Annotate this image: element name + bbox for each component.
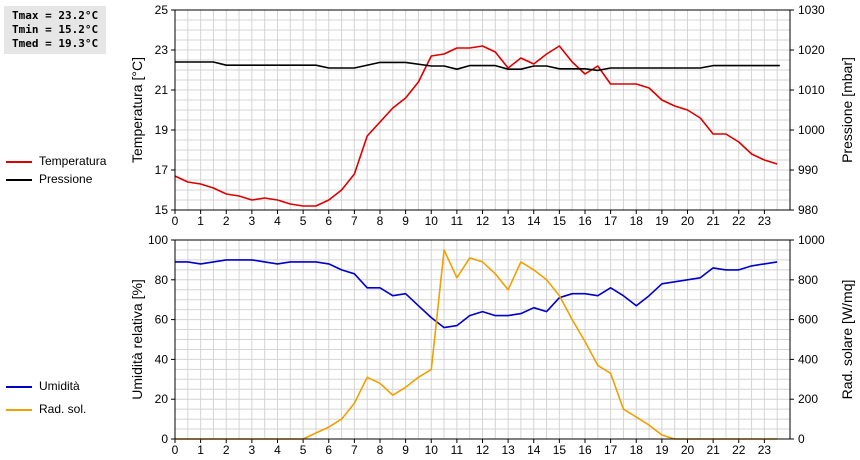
legend-label-umidita: Umidità xyxy=(39,379,80,393)
series-line-0-0 xyxy=(174,45,778,207)
y-tick-label: 21 xyxy=(155,83,169,97)
x-tick-label: 19 xyxy=(655,443,669,457)
x-tick-label: 4 xyxy=(274,443,281,457)
tmin-label: Tmin = 15.2°C xyxy=(12,23,99,36)
y-tick-label: 60 xyxy=(155,313,169,327)
x-tick-label: 15 xyxy=(553,214,567,228)
plot-frame xyxy=(174,239,791,440)
y2-tick-label: 990 xyxy=(798,163,818,177)
x-tick-label: 10 xyxy=(425,443,439,457)
x-tick-label: 23 xyxy=(758,214,772,228)
y-axis-title: Temperatura [°C] xyxy=(129,57,145,163)
y2-tick-label: 1000 xyxy=(798,233,825,247)
x-tick-label: 12 xyxy=(476,443,490,457)
y-tick-label: 15 xyxy=(155,203,169,217)
tmax-label: Tmax = 23.2°C xyxy=(12,9,99,22)
y2-axis-title: Rad. solare [W/mq] xyxy=(839,280,855,400)
x-tick-label: 10 xyxy=(425,214,439,228)
legend-label-rad-sol: Rad. sol. xyxy=(39,402,87,416)
x-tick-label: 12 xyxy=(476,214,490,228)
x-tick-label: 5 xyxy=(300,214,307,228)
x-tick-label: 16 xyxy=(578,214,592,228)
plot-frame xyxy=(174,9,791,211)
series-line-0-1 xyxy=(175,61,780,72)
x-tick-label: 8 xyxy=(377,443,384,457)
y2-tick-label: 0 xyxy=(798,432,805,446)
x-tick-label: 21 xyxy=(706,214,720,228)
x-tick-label: 3 xyxy=(249,214,256,228)
x-tick-label: 8 xyxy=(377,214,384,228)
x-tick-label: 1 xyxy=(197,214,204,228)
x-tick-label: 11 xyxy=(451,443,464,457)
x-tick-label: 20 xyxy=(681,214,695,228)
x-tick-label: 22 xyxy=(732,443,746,457)
x-tick-label: 3 xyxy=(249,443,256,457)
y2-tick-label: 1010 xyxy=(798,83,825,97)
y2-tick-label: 1020 xyxy=(798,43,825,57)
y-tick-label: 0 xyxy=(161,432,168,446)
legend-swatch-temperatura xyxy=(6,161,32,163)
x-tick-label: 18 xyxy=(630,443,644,457)
x-tick-label: 21 xyxy=(706,443,720,457)
y2-tick-label: 600 xyxy=(798,313,818,327)
x-tick-label: 0 xyxy=(172,443,179,457)
y-tick-label: 100 xyxy=(148,233,168,247)
x-tick-label: 4 xyxy=(274,214,281,228)
x-tick-label: 15 xyxy=(553,443,567,457)
x-tick-label: 6 xyxy=(325,214,332,228)
chart-top: 0 1 2 3 4 5 6 7 8 9 10 11 12 13 14 15 16 17 18 19 20 21 22 2315… xyxy=(129,3,855,228)
legend-swatch-pressione xyxy=(6,179,32,181)
x-tick-label: 9 xyxy=(402,214,409,228)
x-tick-label: 5 xyxy=(300,443,307,457)
series-line-1-1 xyxy=(175,249,778,440)
y-tick-label: 80 xyxy=(155,273,169,287)
x-tick-label: 6 xyxy=(325,443,332,457)
y2-tick-label: 400 xyxy=(798,352,818,366)
y-tick-label: 19 xyxy=(155,123,169,137)
legend-label-temperatura: Temperatura xyxy=(39,154,107,168)
x-tick-label: 14 xyxy=(527,214,541,228)
x-tick-label: 16 xyxy=(578,443,592,457)
stats-box: Tmax = 23.2°C Tmin = 15.2°C Tmed = 19.3°… xyxy=(4,6,106,54)
y2-tick-label: 200 xyxy=(798,392,818,406)
x-tick-label: 19 xyxy=(655,214,669,228)
x-tick-label: 7 xyxy=(351,443,358,457)
y-tick-label: 23 xyxy=(155,43,169,57)
x-tick-label: 18 xyxy=(630,214,644,228)
x-tick-label: 9 xyxy=(402,443,409,457)
y-tick-label: 20 xyxy=(155,392,169,406)
series-line-1-0 xyxy=(175,259,778,329)
x-tick-label: 20 xyxy=(681,443,695,457)
x-tick-label: 17 xyxy=(604,443,618,457)
x-tick-label: 0 xyxy=(172,214,179,228)
x-tick-label: 2 xyxy=(223,214,230,228)
y2-tick-label: 1030 xyxy=(798,3,825,17)
y2-tick-label: 800 xyxy=(798,273,818,287)
x-tick-label: 22 xyxy=(732,214,746,228)
legend-swatch-umidita xyxy=(6,386,32,388)
x-tick-label: 11 xyxy=(451,214,464,228)
y2-tick-label: 1000 xyxy=(798,123,825,137)
y-axis-title: Umidità relativa [%] xyxy=(129,279,145,400)
y-tick-label: 40 xyxy=(155,352,169,366)
x-tick-label: 14 xyxy=(527,443,541,457)
x-tick-label: 13 xyxy=(501,214,515,228)
chart-bottom: 0 1 2 3 4 5 6 7 8 9 10 11 12 13 14 15 16 17 18 19 20 21 22 2302… xyxy=(129,233,855,457)
x-tick-label: 2 xyxy=(223,443,230,457)
legend-swatch-rad-sol xyxy=(6,409,32,411)
y-tick-label: 25 xyxy=(155,3,169,17)
y-tick-label: 17 xyxy=(155,163,169,177)
x-tick-label: 23 xyxy=(758,443,772,457)
x-tick-label: 17 xyxy=(604,214,618,228)
y2-tick-label: 980 xyxy=(798,203,818,217)
legend-label-pressione: Pressione xyxy=(39,172,93,186)
x-tick-label: 1 xyxy=(197,443,204,457)
x-tick-label: 7 xyxy=(351,214,358,228)
x-tick-label: 13 xyxy=(501,443,515,457)
tmed-label: Tmed = 19.3°C xyxy=(12,37,99,50)
y2-axis-title: Pressione [mbar] xyxy=(839,57,855,163)
